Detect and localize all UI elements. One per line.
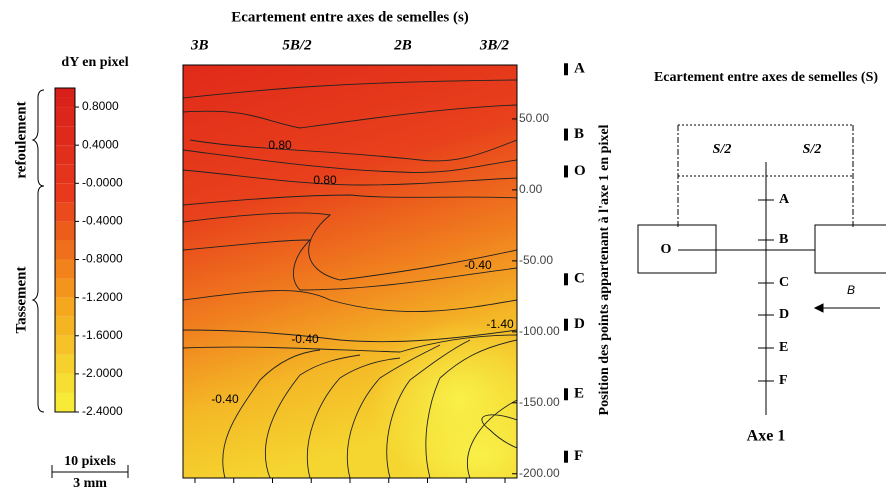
contour-label: -0.40: [464, 258, 492, 272]
chart-title: Ecartement entre axes de semelles (s): [231, 9, 469, 25]
colorbar-cell: [55, 202, 75, 222]
brace-label: Tassement: [13, 267, 29, 334]
x-tick-label: 5B/2: [282, 37, 312, 53]
contour-label: 0.80: [313, 173, 337, 187]
point-label: D: [574, 316, 585, 332]
colorbar-title: dY en pixel: [61, 55, 128, 70]
schematic: [637, 124, 886, 415]
scale-label: 10 pixels: [64, 454, 116, 469]
colorbar-cell: [55, 335, 75, 355]
point-label: A: [574, 61, 585, 77]
schematic-point-label: C: [779, 275, 789, 290]
colorbar-cell: [55, 145, 75, 165]
y-tick-label: 50.00: [519, 111, 549, 125]
axes: 3B 5B/2 2B 3B/2 50.00 0.00 -50.00 -100.00 -150.0…: [190, 37, 586, 483]
half-label: S/2: [803, 142, 822, 157]
y-tick-label: -100.00: [519, 324, 560, 338]
axis-name: Axe 1: [747, 428, 786, 445]
half-label: S/2: [713, 142, 732, 157]
colorbar-tick-label: -2.4000: [82, 404, 123, 418]
brace: [31, 89, 45, 187]
y-tick-label: -150.00: [519, 395, 560, 409]
colorbar-tick-label: -1.2000: [82, 290, 123, 304]
colorbar-tick-label: -2.0000: [82, 366, 123, 380]
colorbar-tick-label: -0.4000: [82, 214, 123, 228]
colorbar-cell: [55, 164, 75, 184]
contour-field: [183, 65, 517, 478]
colorbar: 0.8000 0.4000 -0.0000 -0.4000 -0.8000 -1.2000…: [54, 87, 123, 418]
point-label: O: [574, 163, 586, 179]
colorbar-frame: [54, 87, 76, 413]
contour-label: -1.40: [486, 317, 514, 331]
colorbar-cell: [55, 240, 75, 260]
point-label: C: [574, 271, 585, 287]
colorbar-cell: [55, 183, 75, 203]
colorbar-tick-label: -1.6000: [82, 328, 123, 342]
y-tick-label: -200.00: [519, 466, 560, 480]
colorbar-cell: [55, 126, 75, 146]
schematic-point-label: D: [779, 307, 789, 322]
colorbar-cell: [55, 392, 75, 412]
colorbar-cell: [55, 88, 75, 98]
colorbar-cell: [55, 354, 75, 374]
point-label: B: [574, 126, 584, 142]
origin-label: O: [661, 242, 672, 257]
colorbar-cell: [55, 221, 75, 241]
x-tick-label: 3B: [190, 37, 209, 53]
colorbar-cell: [55, 373, 75, 393]
colorbar-cell: [55, 316, 75, 336]
contour-label: -0.40: [291, 332, 319, 346]
schematic-point-label: E: [779, 340, 788, 355]
point-label: F: [574, 448, 583, 464]
colorbar-tick-label: -0.8000: [82, 252, 123, 266]
schematic-point-label: F: [779, 373, 788, 388]
colorbar-tick-label: -0.0000: [82, 175, 123, 189]
y-tick-label: -50.00: [519, 253, 553, 267]
schematic-points: A B C D E F: [758, 192, 790, 388]
colorbar-cell: [55, 259, 75, 279]
brace-label: refoulement: [13, 101, 29, 178]
colorbar-tick-label: 0.4000: [82, 137, 119, 151]
y2-axis-label: Position des points appartenant à l'axe …: [597, 124, 612, 415]
dimension-label: B: [847, 283, 855, 297]
x-tick-label: 3B/2: [479, 37, 510, 53]
schematic-point-label: B: [779, 232, 788, 247]
colorbar-cell: [55, 107, 75, 127]
schematic-point-label: A: [779, 192, 790, 207]
colorbar-cell: [55, 297, 75, 317]
point-label: E: [574, 386, 584, 402]
colorbar-cell: [55, 278, 75, 298]
y-tick-label: 0.00: [519, 182, 543, 196]
colorbar-cell: [55, 97, 75, 108]
x-tick-label: 2B: [393, 37, 412, 53]
colorbar-tick-label: 0.8000: [82, 99, 119, 113]
brace: [31, 185, 45, 413]
contour-label: 0.80: [268, 138, 292, 152]
contour-label: -0.40: [211, 392, 239, 406]
scale-label: 3 mm: [73, 476, 107, 491]
schematic-title: Ecartement entre axes de semelles (S): [654, 70, 878, 85]
